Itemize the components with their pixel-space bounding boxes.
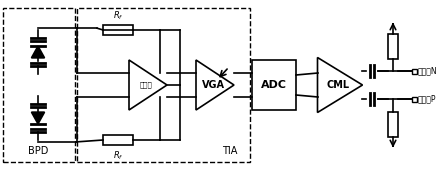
Bar	[103, 135, 133, 145]
Bar	[252, 60, 296, 110]
Bar	[388, 112, 398, 137]
Text: $R_f$: $R_f$	[113, 150, 123, 163]
Bar	[388, 33, 398, 58]
Text: BPD: BPD	[28, 146, 48, 156]
Bar	[3, 8, 75, 162]
Text: 输入级: 输入级	[139, 82, 152, 88]
Bar	[77, 8, 250, 162]
Polygon shape	[32, 46, 44, 58]
Polygon shape	[32, 112, 44, 124]
Text: $R_f$: $R_f$	[113, 10, 123, 22]
Text: VGA: VGA	[202, 80, 225, 90]
Text: TIA: TIA	[222, 146, 238, 156]
Text: 输出端N: 输出端N	[418, 66, 438, 75]
Bar	[412, 69, 417, 73]
Text: 输出端P: 输出端P	[418, 95, 436, 104]
Text: CML: CML	[326, 80, 349, 90]
Bar	[412, 97, 417, 101]
Text: ADC: ADC	[261, 80, 287, 90]
Bar	[103, 25, 133, 35]
